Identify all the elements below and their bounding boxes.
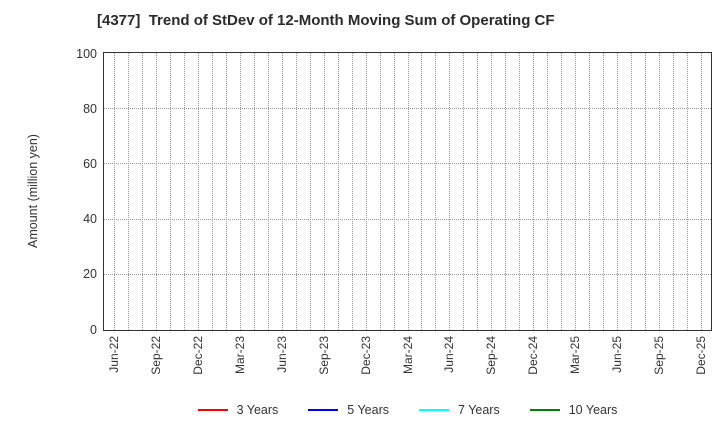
legend-entry: 7 Years xyxy=(419,403,500,417)
vertical-gridline xyxy=(533,53,535,330)
vertical-gridline xyxy=(673,53,675,330)
legend-label: 10 Years xyxy=(568,403,618,417)
legend-line-swatch xyxy=(308,409,339,411)
vertical-gridline xyxy=(155,53,157,330)
vertical-gridline xyxy=(281,53,283,330)
y-tick-label: 0 xyxy=(90,322,97,337)
vertical-gridline xyxy=(659,53,661,330)
x-tick-label: Mar-23 xyxy=(232,336,247,375)
x-tick-label: Dec-22 xyxy=(190,336,205,375)
y-tick-label: 60 xyxy=(83,156,97,171)
x-tick-label: Jun-23 xyxy=(274,336,289,373)
horizontal-gridline xyxy=(104,218,711,220)
x-tick-label: Dec-23 xyxy=(358,336,373,375)
vertical-gridline xyxy=(407,53,409,330)
vertical-gridline xyxy=(295,53,297,330)
vertical-gridline xyxy=(351,53,353,330)
legend: 3 Years 5 Years 7 Years 10 Years xyxy=(103,403,712,417)
legend-entry: 10 Years xyxy=(529,403,618,417)
y-tick-label: 100 xyxy=(76,46,97,61)
vertical-gridline xyxy=(687,53,689,330)
vertical-gridline xyxy=(435,53,437,330)
vertical-gridline xyxy=(617,53,619,330)
legend-line-swatch xyxy=(197,409,228,411)
vertical-gridline xyxy=(449,53,451,330)
y-tick-label: 40 xyxy=(83,212,97,227)
x-tick-label: Sep-24 xyxy=(484,336,499,375)
vertical-gridline xyxy=(393,53,395,330)
x-tick-label: Jun-22 xyxy=(107,336,121,373)
vertical-gridline xyxy=(561,53,563,330)
legend-label: 7 Years xyxy=(458,403,500,417)
vertical-gridline xyxy=(519,53,521,330)
vertical-gridline xyxy=(337,53,339,330)
vertical-gridline xyxy=(253,53,255,330)
vertical-gridline xyxy=(477,53,479,330)
vertical-gridline xyxy=(323,53,325,330)
x-tick-label: Dec-25 xyxy=(694,336,708,375)
vertical-gridline xyxy=(183,53,185,330)
legend-label: 5 Years xyxy=(347,403,390,417)
vertical-gridline xyxy=(589,53,591,330)
chart-title: [4377] Trend of StDev of 12-Month Moving… xyxy=(97,12,555,29)
x-tick-label: Sep-22 xyxy=(148,336,163,375)
vertical-gridline xyxy=(127,53,129,330)
legend-line-swatch xyxy=(419,409,450,411)
x-tick-label: Mar-25 xyxy=(568,336,583,375)
vertical-gridline xyxy=(575,53,577,330)
vertical-gridline xyxy=(631,53,633,330)
vertical-gridline xyxy=(421,53,423,330)
vertical-gridline xyxy=(225,53,227,330)
y-tick-label: 80 xyxy=(83,101,97,116)
x-tick-label: Sep-23 xyxy=(316,336,331,375)
horizontal-gridline xyxy=(104,163,711,165)
vertical-gridline xyxy=(547,53,549,330)
vertical-gridline xyxy=(114,53,115,330)
vertical-gridline xyxy=(211,53,213,330)
x-tick-label: Dec-24 xyxy=(526,336,541,375)
vertical-gridline xyxy=(379,53,381,330)
x-tick-label: Jun-24 xyxy=(442,336,457,373)
vertical-gridline xyxy=(463,53,465,330)
vertical-gridline xyxy=(645,53,647,330)
vertical-gridline xyxy=(491,53,493,330)
legend-entry: 3 Years xyxy=(197,403,279,417)
legend-label: 3 Years xyxy=(236,403,279,417)
y-axis-title: Amount (million yen) xyxy=(26,134,40,248)
vertical-gridline xyxy=(701,53,702,330)
horizontal-gridline xyxy=(104,273,711,275)
legend-line-swatch xyxy=(529,409,560,411)
vertical-gridline xyxy=(239,53,241,330)
x-tick-label: Mar-24 xyxy=(400,336,415,375)
horizontal-gridline xyxy=(104,108,711,110)
vertical-gridline xyxy=(309,53,311,330)
x-tick-label: Sep-25 xyxy=(652,336,667,375)
legend-entry: 5 Years xyxy=(308,403,389,417)
vertical-gridline xyxy=(169,53,171,330)
vertical-gridline xyxy=(505,53,507,330)
vertical-gridline xyxy=(603,53,605,330)
vertical-gridline xyxy=(197,53,199,330)
x-tick-label: Jun-25 xyxy=(610,336,625,373)
vertical-gridline xyxy=(267,53,269,330)
plot-area xyxy=(103,52,712,331)
vertical-gridline xyxy=(141,53,143,330)
vertical-gridline xyxy=(365,53,367,330)
y-tick-label: 20 xyxy=(83,267,97,282)
